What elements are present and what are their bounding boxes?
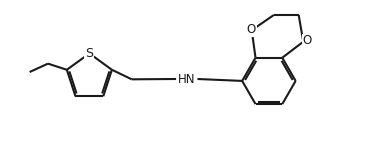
Text: O: O	[303, 34, 312, 47]
Text: HN: HN	[178, 73, 196, 85]
Text: S: S	[85, 46, 94, 60]
Text: O: O	[246, 23, 256, 36]
